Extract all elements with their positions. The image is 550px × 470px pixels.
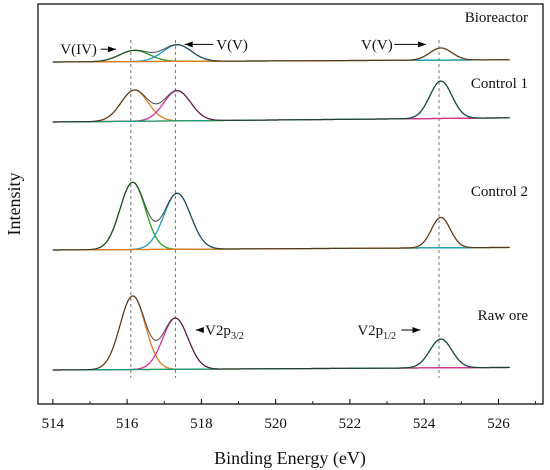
panel-raw-ore: Raw ore [52,295,529,371]
peak-component-2 [52,338,510,371]
peak-component-0 [52,295,510,371]
arrow-head [418,41,427,48]
panel-control-2: Control 2 [52,181,528,251]
peak-component-0 [52,181,510,251]
envelope-curve [52,295,510,371]
arrow-head [107,46,116,53]
x-axis-label: Binding Energy (eV) [214,448,366,469]
peak-component-1 [52,317,510,371]
arrow-head [195,327,204,333]
reference-lines [130,40,440,378]
arrow-head [412,327,421,333]
panel-label: Control 2 [471,184,528,200]
annotations: V(IV) V(V) V(V) V2p3/2 V2p1/2 [60,37,427,342]
x-axis: 514 516 518 520 522 524 526 [42,399,536,432]
envelope-curve [52,80,510,123]
spectra: Bioreactor Control 1 Control 2 Raw ore [52,10,529,371]
panel-bioreactor: Bioreactor [52,10,528,63]
annotation-label: V(IV) [60,42,97,58]
plot-frame [37,3,544,405]
annotation-label: V2p3/2 [205,323,244,342]
x-tick-label: 522 [339,416,362,432]
x-tick-label: 518 [190,416,213,432]
x-tick-label: 520 [264,416,287,432]
peak-component-0 [52,89,510,123]
annotation-label: V(V) [216,37,248,53]
x-tick-label: 524 [413,416,436,432]
peak-component-2 [52,216,510,251]
annotation-label: V2p1/2 [357,323,396,342]
panel-label: Bioreactor [465,10,528,26]
envelope-curve [52,44,510,63]
envelope-curve [52,181,510,251]
peak-component-1 [52,192,510,251]
peak-component-1 [52,90,510,123]
y-axis-label: Intensity [4,173,24,236]
panel-label: Raw ore [478,308,529,324]
arrow-head [184,41,193,48]
panel-label: Control 1 [471,76,528,92]
x-tick-label: 526 [487,416,510,432]
annotation-label: V(V) [361,37,393,53]
x-tick-label: 516 [116,416,139,432]
x-tick-label: 514 [42,416,65,432]
panel-control-1: Control 1 [52,76,528,123]
